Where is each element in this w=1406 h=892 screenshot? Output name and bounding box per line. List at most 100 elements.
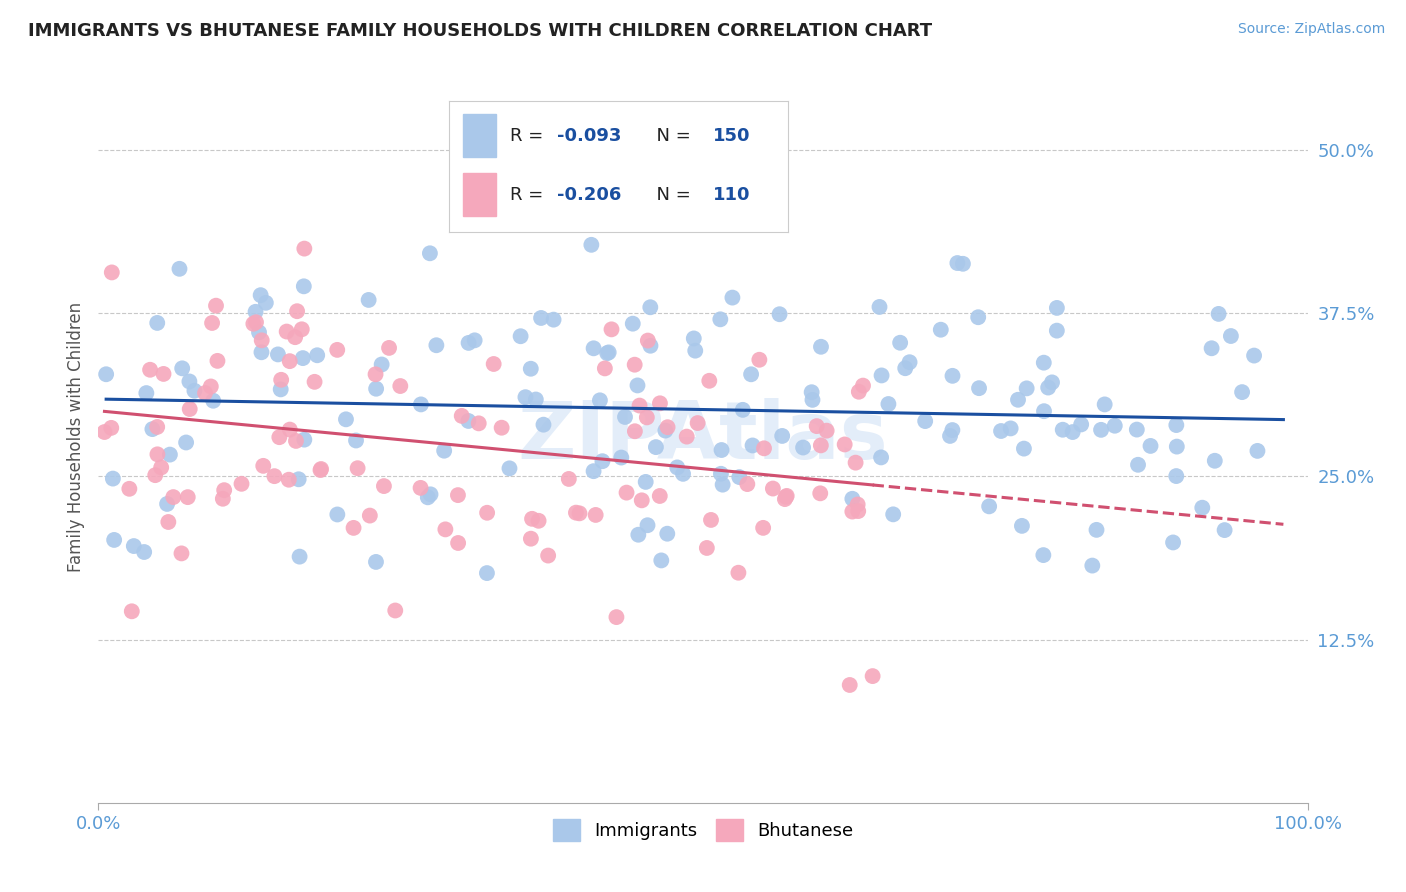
Point <box>467 417 489 431</box>
Point <box>727 566 749 580</box>
Point <box>177 490 200 504</box>
Point <box>645 440 668 454</box>
Legend: Immigrants, Bhutanese: Immigrants, Bhutanese <box>546 812 860 848</box>
Point <box>146 447 169 461</box>
Point <box>498 461 520 475</box>
Point <box>728 470 751 484</box>
Point <box>852 378 875 392</box>
Point <box>250 334 273 348</box>
Point <box>815 424 838 438</box>
Point <box>628 399 651 413</box>
Point <box>509 329 531 343</box>
Point <box>616 485 638 500</box>
Point <box>357 293 380 307</box>
Point <box>946 256 969 270</box>
Point <box>309 463 332 477</box>
Point <box>179 375 201 389</box>
Point <box>482 357 505 371</box>
Point <box>1126 458 1149 472</box>
Point <box>416 491 439 505</box>
Point <box>773 492 796 507</box>
Point <box>267 347 290 361</box>
Point <box>894 361 917 376</box>
Point <box>359 508 381 523</box>
Point <box>752 521 775 535</box>
Point <box>846 498 869 512</box>
Point <box>740 368 762 382</box>
Point <box>121 604 143 618</box>
Point <box>247 326 270 340</box>
Point <box>278 354 301 368</box>
Point <box>1230 385 1253 400</box>
Point <box>846 504 869 518</box>
Point <box>801 392 824 407</box>
Point <box>254 295 277 310</box>
Point <box>291 351 314 365</box>
Point <box>530 310 553 325</box>
Point <box>200 379 222 393</box>
Point <box>1062 425 1084 439</box>
Point <box>634 475 657 489</box>
Point <box>103 533 125 547</box>
Point <box>1032 356 1054 370</box>
Point <box>270 383 292 397</box>
Point <box>581 237 603 252</box>
Point <box>101 472 124 486</box>
Point <box>731 402 754 417</box>
Point <box>627 527 650 541</box>
Point <box>425 338 447 352</box>
Point <box>122 539 145 553</box>
Point <box>409 481 432 495</box>
Point <box>520 512 543 526</box>
Point <box>475 566 498 580</box>
Point <box>675 429 697 443</box>
Point <box>666 460 689 475</box>
Point <box>1070 417 1092 432</box>
Point <box>179 402 201 417</box>
Point <box>134 545 156 559</box>
Point <box>101 265 124 279</box>
Point <box>1085 523 1108 537</box>
Point <box>711 477 734 491</box>
Point <box>1204 454 1226 468</box>
Point <box>93 425 115 439</box>
Point <box>169 261 191 276</box>
Point <box>207 354 229 368</box>
Point <box>862 669 884 683</box>
Point <box>898 355 921 369</box>
Point <box>304 375 326 389</box>
Point <box>979 500 1001 514</box>
Point <box>212 483 235 498</box>
Point <box>800 385 823 400</box>
Point <box>838 678 860 692</box>
Point <box>409 397 432 411</box>
Point <box>929 323 952 337</box>
Point <box>841 504 863 518</box>
Point <box>1166 418 1188 433</box>
Point <box>914 414 936 428</box>
Point <box>710 467 733 481</box>
Point <box>249 288 271 302</box>
Point <box>491 420 513 434</box>
Point <box>593 361 616 376</box>
Point <box>806 419 828 434</box>
Point <box>288 549 311 564</box>
Point <box>614 409 637 424</box>
Point <box>591 454 613 468</box>
Point <box>589 393 612 408</box>
Point <box>1243 349 1265 363</box>
Point <box>231 476 253 491</box>
Point <box>737 477 759 491</box>
Point <box>419 246 441 260</box>
Point <box>1104 418 1126 433</box>
Point <box>752 442 775 456</box>
Point <box>870 368 893 383</box>
Point <box>770 429 793 443</box>
Point <box>284 330 307 344</box>
Point <box>342 521 364 535</box>
Point <box>135 386 157 401</box>
Point <box>1094 397 1116 411</box>
Point <box>568 506 591 520</box>
Point <box>159 448 181 462</box>
Point <box>741 438 763 452</box>
